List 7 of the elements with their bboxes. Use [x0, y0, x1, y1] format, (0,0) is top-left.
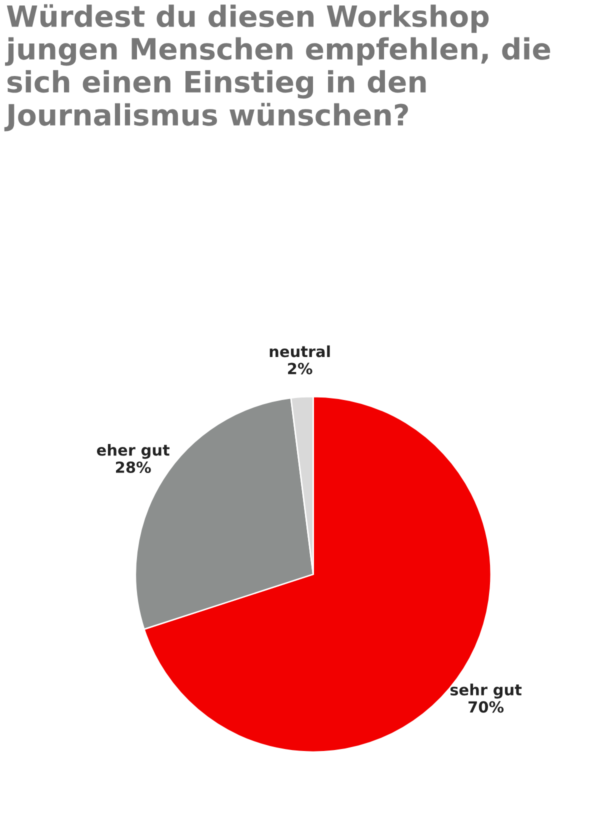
chart-title: Würdest du diesen Workshop jungen Menschen empfehlen, die sich einen Einstieg in den Journalismus wünschen? [4, 4, 550, 132]
data-label: 28% [116, 461, 151, 474]
slice-label: eher gut [96, 444, 170, 459]
data-label: 70% [468, 701, 504, 713]
slice-label: neutral [270, 345, 330, 358]
slice-label: sehr gut [450, 684, 522, 699]
data-label: 2% [288, 362, 312, 374]
